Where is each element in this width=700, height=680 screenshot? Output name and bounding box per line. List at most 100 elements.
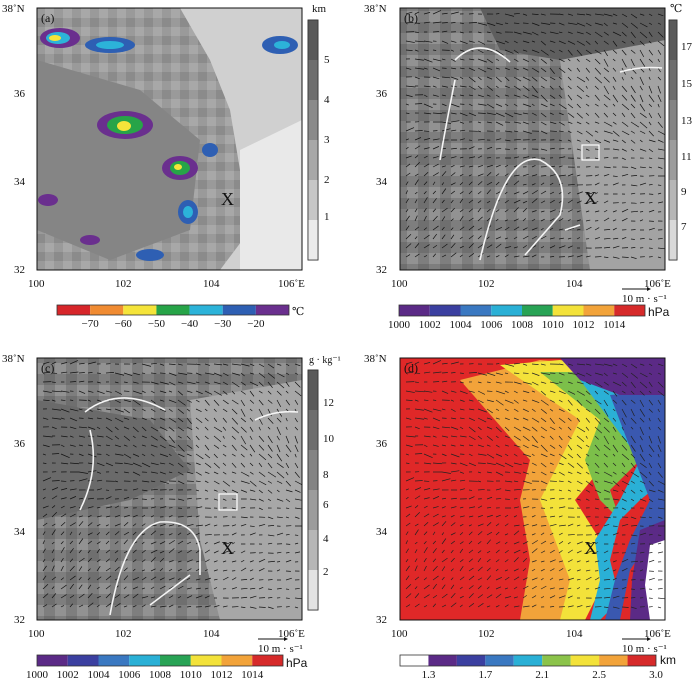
wind-vector (132, 426, 139, 433)
wind-vector (258, 363, 265, 367)
wind-vector (87, 557, 92, 563)
colorbar-c-segment (190, 655, 222, 666)
wind-vector (504, 533, 509, 536)
wind-vector (441, 85, 449, 88)
wind-vector (432, 531, 436, 536)
wind-vector (42, 390, 52, 393)
wind-vector (267, 542, 273, 545)
wind-vector (423, 191, 427, 195)
wind-vector (414, 49, 419, 52)
wind-vector (477, 550, 482, 554)
wind-vector (540, 94, 548, 102)
wind-vector (567, 121, 573, 124)
wind-vector (222, 542, 230, 545)
wind-vector (594, 200, 599, 204)
wind-vector (486, 208, 491, 213)
colorbar-a-segment (57, 305, 91, 315)
wind-vector (612, 372, 617, 375)
panel-d: (d) X 100 102 104 106˚E 38˚N 36 34 32 10… (364, 353, 671, 655)
wind-vector (105, 567, 111, 572)
wind-vector (468, 593, 474, 599)
wind-vector (450, 515, 455, 518)
svg-text:38˚N: 38˚N (2, 353, 25, 365)
wind-vector (585, 498, 590, 501)
wind-vector (630, 480, 636, 484)
wind-vector (567, 94, 573, 101)
wind-vector (51, 381, 56, 383)
wind-vector (567, 534, 575, 536)
wind-vector (432, 21, 442, 24)
wind-vector (549, 237, 555, 240)
wind-vector (240, 560, 245, 563)
wind-vector (78, 408, 83, 411)
wind-vector (576, 219, 581, 222)
wind-vector (621, 363, 628, 367)
wind-vector (441, 593, 448, 599)
svg-text:13: 13 (681, 115, 693, 127)
wind-vector (558, 587, 564, 590)
wind-vector (432, 435, 437, 438)
wind-vector (477, 200, 482, 204)
wind-vector (432, 575, 439, 581)
wind-vector (441, 521, 447, 527)
wind-vector (621, 523, 629, 527)
wind-vector (558, 426, 563, 430)
wind-vector (249, 525, 255, 527)
wind-vector (258, 435, 265, 442)
wind-vector (567, 462, 575, 468)
wind-vector (294, 372, 298, 375)
wind-vector (549, 453, 555, 457)
wind-vector (621, 139, 626, 144)
wind-vector (477, 541, 482, 545)
wind-vector (504, 587, 509, 590)
wind-vector (240, 471, 250, 477)
wind-vector (405, 94, 413, 98)
wind-vector (432, 506, 439, 509)
wind-vector (621, 453, 630, 461)
wind-vector (612, 606, 620, 609)
wind-vector (612, 139, 619, 142)
wind-vector (276, 561, 281, 563)
wind-vector (222, 489, 228, 493)
wind-vector (414, 487, 422, 491)
wind-vector (186, 453, 192, 457)
wind-vector (594, 103, 599, 107)
wind-vector (576, 372, 586, 377)
wind-vector (594, 237, 600, 240)
wind-vector (558, 40, 566, 45)
wind-vector (150, 568, 156, 572)
wind-vector (621, 76, 624, 81)
wind-vector (432, 156, 439, 159)
wind-vector (576, 381, 584, 385)
wind-vector (594, 426, 603, 434)
wind-vector (405, 181, 409, 186)
wind-vector (576, 237, 581, 240)
wind-vector (477, 191, 482, 195)
wind-vector (639, 13, 645, 16)
wind-vector (567, 587, 572, 590)
wind-vector (60, 541, 64, 545)
wind-vector (522, 255, 530, 258)
wind-vector (612, 577, 617, 581)
wind-vector (240, 579, 248, 581)
wind-vector (495, 498, 502, 500)
wind-vector (567, 605, 574, 608)
wind-vector (495, 226, 503, 231)
wind-vector (603, 58, 609, 67)
wind-vector (639, 238, 645, 240)
wind-vector (477, 207, 482, 213)
wind-vector (522, 94, 529, 99)
wind-vector (495, 49, 504, 56)
wind-vector (477, 121, 482, 124)
wind-vector (123, 594, 130, 599)
wind-vector (267, 498, 272, 502)
wind-vector (114, 505, 120, 509)
wind-vector (621, 173, 629, 177)
wind-vector (51, 529, 56, 536)
wind-vector (621, 471, 629, 477)
wind-vector (159, 453, 168, 457)
wind-vector (621, 426, 624, 431)
wind-vector (423, 234, 430, 240)
wind-vector (549, 182, 554, 186)
wind-vector (258, 558, 266, 563)
